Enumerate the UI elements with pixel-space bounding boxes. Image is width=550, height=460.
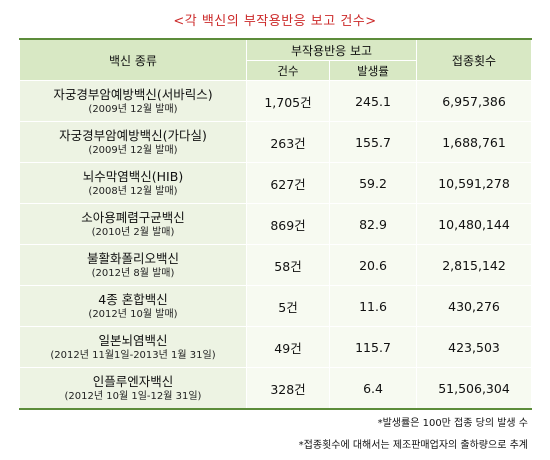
header-doses: 접종횟수 <box>416 38 533 81</box>
vaccine-name-cell: 4종 혼합백신 (2012년 10월 발매) <box>19 285 247 327</box>
count-cell: 1,705건 <box>246 80 330 122</box>
vaccine-name: 불활화폴리오백신 <box>86 250 179 266</box>
count-cell: 627건 <box>246 162 330 204</box>
vaccine-adverse-reaction-table: 백신 종류 부작용반응 보고 접종횟수 건수 발생률 자궁경부암예방백신(서바릭… <box>19 38 533 410</box>
rate-cell: 6.4 <box>328 367 418 410</box>
vaccine-name-cell: 인플루엔자백신 (2012년 10월 1일-12월 31일) <box>19 367 247 410</box>
doses-cell: 430,276 <box>416 285 533 327</box>
count-cell: 5건 <box>246 285 330 327</box>
count-cell: 869건 <box>246 203 330 245</box>
doses-cell: 51,506,304 <box>416 367 533 410</box>
table-row: 불활화폴리오백신 (2012년 8월 발매) 58건 20.6 2,815,14… <box>19 244 533 286</box>
vaccine-release: (2012년 10월 발매) <box>88 308 178 320</box>
vaccine-name: 뇌수막염백신(HIB) <box>82 168 184 184</box>
header-vaccine-type: 백신 종류 <box>19 38 247 81</box>
doses-cell: 423,503 <box>416 326 533 368</box>
doses-cell: 2,815,142 <box>416 244 533 286</box>
vaccine-name-cell: 자궁경부암예방백신(가다실) (2009년 12월 발매) <box>19 121 247 163</box>
table-row: 4종 혼합백신 (2012년 10월 발매) 5건 11.6 430,276 <box>19 285 533 327</box>
vaccine-name: 자궁경부암예방백신(가다실) <box>59 127 207 143</box>
table-row: 뇌수막염백신(HIB) (2008년 12월 발매) 627건 59.2 10,… <box>19 162 533 204</box>
rate-cell: 115.7 <box>328 326 418 368</box>
count-cell: 263건 <box>246 121 330 163</box>
vaccine-release: (2008년 12월 발매) <box>88 185 178 197</box>
rate-cell: 155.7 <box>328 121 418 163</box>
vaccine-name: 4종 혼합백신 <box>98 291 168 307</box>
vaccine-release: (2012년 10월 1일-12월 31일) <box>64 390 202 402</box>
vaccine-name: 자궁경부암예방백신(서바릭스) <box>53 86 213 102</box>
header-count: 건수 <box>246 60 330 81</box>
table-row: 소아용폐렴구균백신 (2010년 2월 발매) 869건 82.9 10,480… <box>19 203 533 245</box>
header-rate: 발생률 <box>328 60 418 81</box>
vaccine-release: (2012년 8월 발매) <box>91 267 175 279</box>
vaccine-name-cell: 자궁경부암예방백신(서바릭스) (2009년 12월 발매) <box>19 80 247 122</box>
vaccine-name-cell: 불활화폴리오백신 (2012년 8월 발매) <box>19 244 247 286</box>
vaccine-name: 인플루엔자백신 <box>92 373 174 389</box>
rate-cell: 20.6 <box>328 244 418 286</box>
vaccine-name: 소아용폐렴구균백신 <box>81 209 185 225</box>
count-cell: 58건 <box>246 244 330 286</box>
count-cell: 49건 <box>246 326 330 368</box>
vaccine-name: 일본뇌염백신 <box>98 332 168 348</box>
rate-cell: 59.2 <box>328 162 418 204</box>
table-row: 인플루엔자백신 (2012년 10월 1일-12월 31일) 328건 6.4 … <box>19 367 533 410</box>
doses-cell: 10,480,144 <box>416 203 533 245</box>
vaccine-name-cell: 뇌수막염백신(HIB) (2008년 12월 발매) <box>19 162 247 204</box>
footnote-doses: *접종횟수에 대해서는 제조판매업자의 출하량으로 추계 <box>298 440 528 451</box>
rate-cell: 11.6 <box>328 285 418 327</box>
table-row: 자궁경부암예방백신(서바릭스) (2009년 12월 발매) 1,705건 24… <box>19 80 533 122</box>
doses-cell: 10,591,278 <box>416 162 533 204</box>
doses-cell: 1,688,761 <box>416 121 533 163</box>
table-row: 자궁경부암예방백신(가다실) (2009년 12월 발매) 263건 155.7… <box>19 121 533 163</box>
vaccine-release: (2009년 12월 발매) <box>88 103 178 115</box>
vaccine-release: (2012년 11월1일-2013년 1월 31일) <box>50 349 216 361</box>
count-cell: 328건 <box>246 367 330 410</box>
rate-cell: 245.1 <box>328 80 418 122</box>
vaccine-release: (2009년 12월 발매) <box>88 144 178 156</box>
vaccine-release: (2010년 2월 발매) <box>91 226 175 238</box>
footnote-rate: *발생률은 100만 접종 당의 발생 수 <box>377 418 528 429</box>
vaccine-name-cell: 일본뇌염백신 (2012년 11월1일-2013년 1월 31일) <box>19 326 247 368</box>
vaccine-name-cell: 소아용폐렴구균백신 (2010년 2월 발매) <box>19 203 247 245</box>
rate-cell: 82.9 <box>328 203 418 245</box>
table-row: 일본뇌염백신 (2012년 11월1일-2013년 1월 31일) 49건 11… <box>19 326 533 368</box>
doses-cell: 6,957,386 <box>416 80 533 122</box>
table-title: <각 백신의 부작용반응 보고 건수> <box>173 14 377 29</box>
header-report-group: 부작용반응 보고 <box>245 38 418 61</box>
